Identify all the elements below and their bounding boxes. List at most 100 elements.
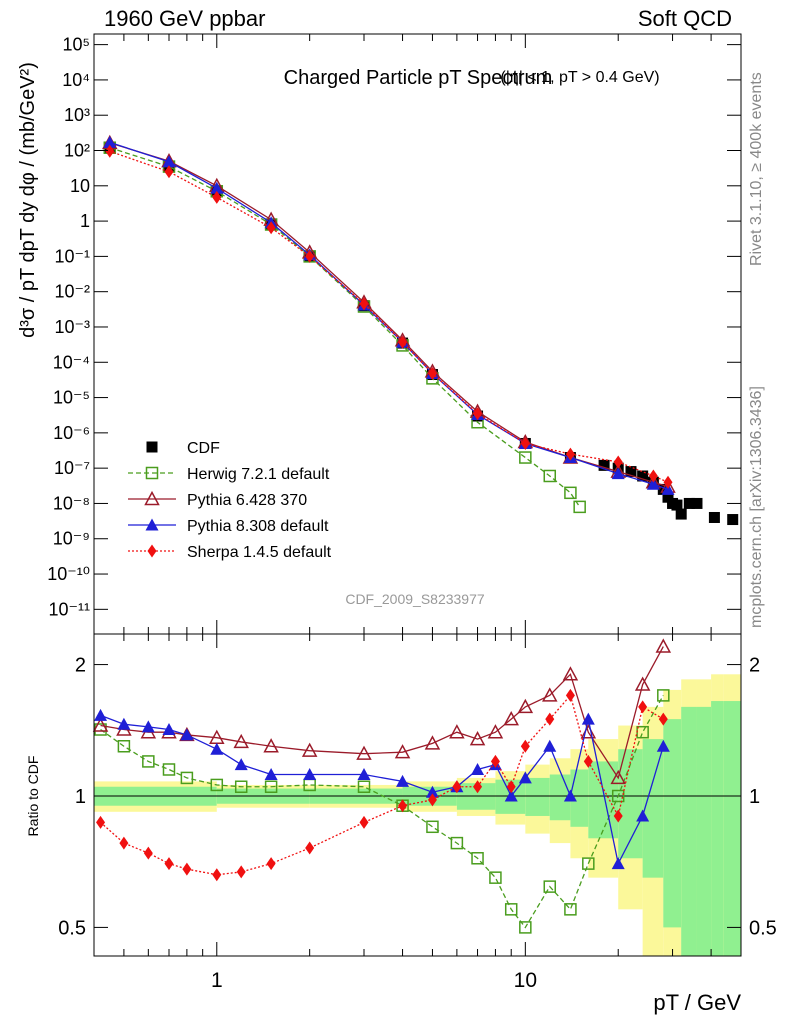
ratio-y-axis-label: Ratio to CDF (25, 756, 41, 837)
ratio-point (182, 862, 192, 876)
main-data-point (691, 497, 703, 509)
ratio-point (233, 733, 249, 749)
main-data-point (164, 165, 174, 179)
ratio-point (394, 744, 411, 759)
main-data-point (648, 469, 658, 483)
ratio-point (264, 780, 278, 793)
ratio-point (563, 789, 577, 802)
ratio-point (305, 841, 315, 855)
ratio-point (471, 852, 484, 865)
main-data-point (105, 144, 115, 158)
ratio-inner-uncertainty-band (549, 774, 571, 821)
ratio-point (656, 739, 670, 752)
ratio-point (473, 780, 483, 794)
main-y-tick-label: 10⁴ (62, 70, 90, 90)
ratio-point (94, 708, 108, 721)
ratio-point (487, 724, 504, 739)
main-series-line (109, 147, 581, 508)
main-data-point (611, 467, 625, 480)
main-data-point (565, 447, 575, 461)
main-y-tick-label: 10³ (64, 105, 90, 125)
ratio-point (117, 739, 131, 753)
ratio-point (162, 763, 176, 776)
main-data-point (210, 181, 224, 194)
ratio-y-tick-label-right: 0.5 (749, 917, 777, 939)
ratio-point (236, 865, 246, 879)
legend-marker (146, 441, 158, 453)
main-series-line (109, 141, 669, 491)
ratio-point (503, 711, 519, 726)
ratio-point (92, 717, 109, 732)
ratio-point (611, 857, 625, 870)
ratio-y-tick-label-left: 2 (75, 655, 86, 677)
ratio-point (117, 717, 131, 730)
ratio-point (210, 742, 224, 755)
ratio-inner-uncertainty-band (723, 701, 741, 956)
ratio-point (264, 768, 278, 781)
main-y-axis-label: d³σ / pT dpT dy dφ / (mb/GeV²) (17, 62, 39, 338)
ratio-inner-uncertainty-band (696, 706, 712, 956)
legend-marker (144, 490, 160, 506)
ratio-point (164, 857, 174, 871)
ratio-inner-uncertainty-band (525, 777, 550, 816)
ratio-y-tick-label-right: 1 (749, 786, 760, 808)
header-left-label: 1960 GeV ppbar (104, 6, 266, 31)
ratio-point (357, 768, 371, 781)
main-data-point (266, 221, 276, 235)
ratio-point (425, 785, 439, 798)
ratio-inner-uncertainty-band (681, 706, 697, 956)
main-y-tick-label: 10⁻⁷ (54, 458, 90, 478)
main-series-line (109, 142, 669, 488)
ratio-point (234, 758, 248, 771)
ratio-y-tick-label-left: 0.5 (58, 917, 86, 939)
main-data-point (683, 497, 695, 509)
main-data-point (573, 500, 586, 514)
main-data-point (613, 455, 623, 469)
ratio-plot-frame (93, 633, 742, 957)
main-data-point (398, 335, 408, 349)
ratio-point (582, 857, 595, 870)
main-data-point (661, 482, 675, 495)
ratio-point (562, 666, 579, 681)
main-data-point (359, 297, 369, 311)
main-data-point (473, 407, 483, 421)
main-data-point (637, 470, 649, 482)
main-title: Charged Particle pT Spectrum (284, 67, 553, 89)
main-data-point (427, 367, 437, 381)
main-y-tick-label: 10⁻⁴ (53, 352, 90, 372)
ratio-point (424, 735, 441, 750)
main-y-tick-label: 10⁻² (54, 282, 90, 302)
main-data-point (598, 459, 610, 471)
ratio-y-tick-label-left: 1 (75, 786, 86, 808)
ratio-inner-uncertainty-band (663, 719, 682, 928)
header-right-label: Soft QCD (637, 6, 732, 31)
main-data-point (625, 466, 637, 478)
legend-entry-label: Sherpa 1.4.5 default (187, 544, 332, 561)
ratio-point (359, 815, 369, 829)
main-data-point (662, 491, 674, 503)
ratio-point (518, 771, 532, 784)
main-data-point (564, 486, 577, 500)
ratio-point (517, 698, 534, 714)
ratio-point (545, 712, 555, 726)
ratio-point (234, 780, 248, 793)
ratio-point (357, 780, 371, 793)
ratio-inner-uncertainty-band (642, 739, 664, 878)
ratio-point (490, 754, 500, 768)
ratio-point (658, 712, 668, 726)
ratio-inner-uncertainty-band (570, 769, 589, 827)
ratio-point (504, 789, 518, 802)
ratio-point (96, 815, 106, 829)
main-y-tick-label: 10⁻⁹ (53, 529, 90, 549)
ratio-point (613, 809, 623, 823)
x-axis-label: pT / GeV (653, 990, 741, 1015)
main-y-tick-label: 10² (64, 141, 90, 161)
ratio-point (142, 755, 155, 768)
ratio-point (636, 809, 650, 822)
ratio-point (611, 789, 625, 803)
main-y-tick-label: 10⁻⁶ (53, 423, 90, 443)
main-y-tick-label: 10⁵ (63, 35, 90, 55)
ratio-point (450, 836, 464, 850)
main-y-tick-label: 10⁻⁸ (53, 493, 90, 513)
